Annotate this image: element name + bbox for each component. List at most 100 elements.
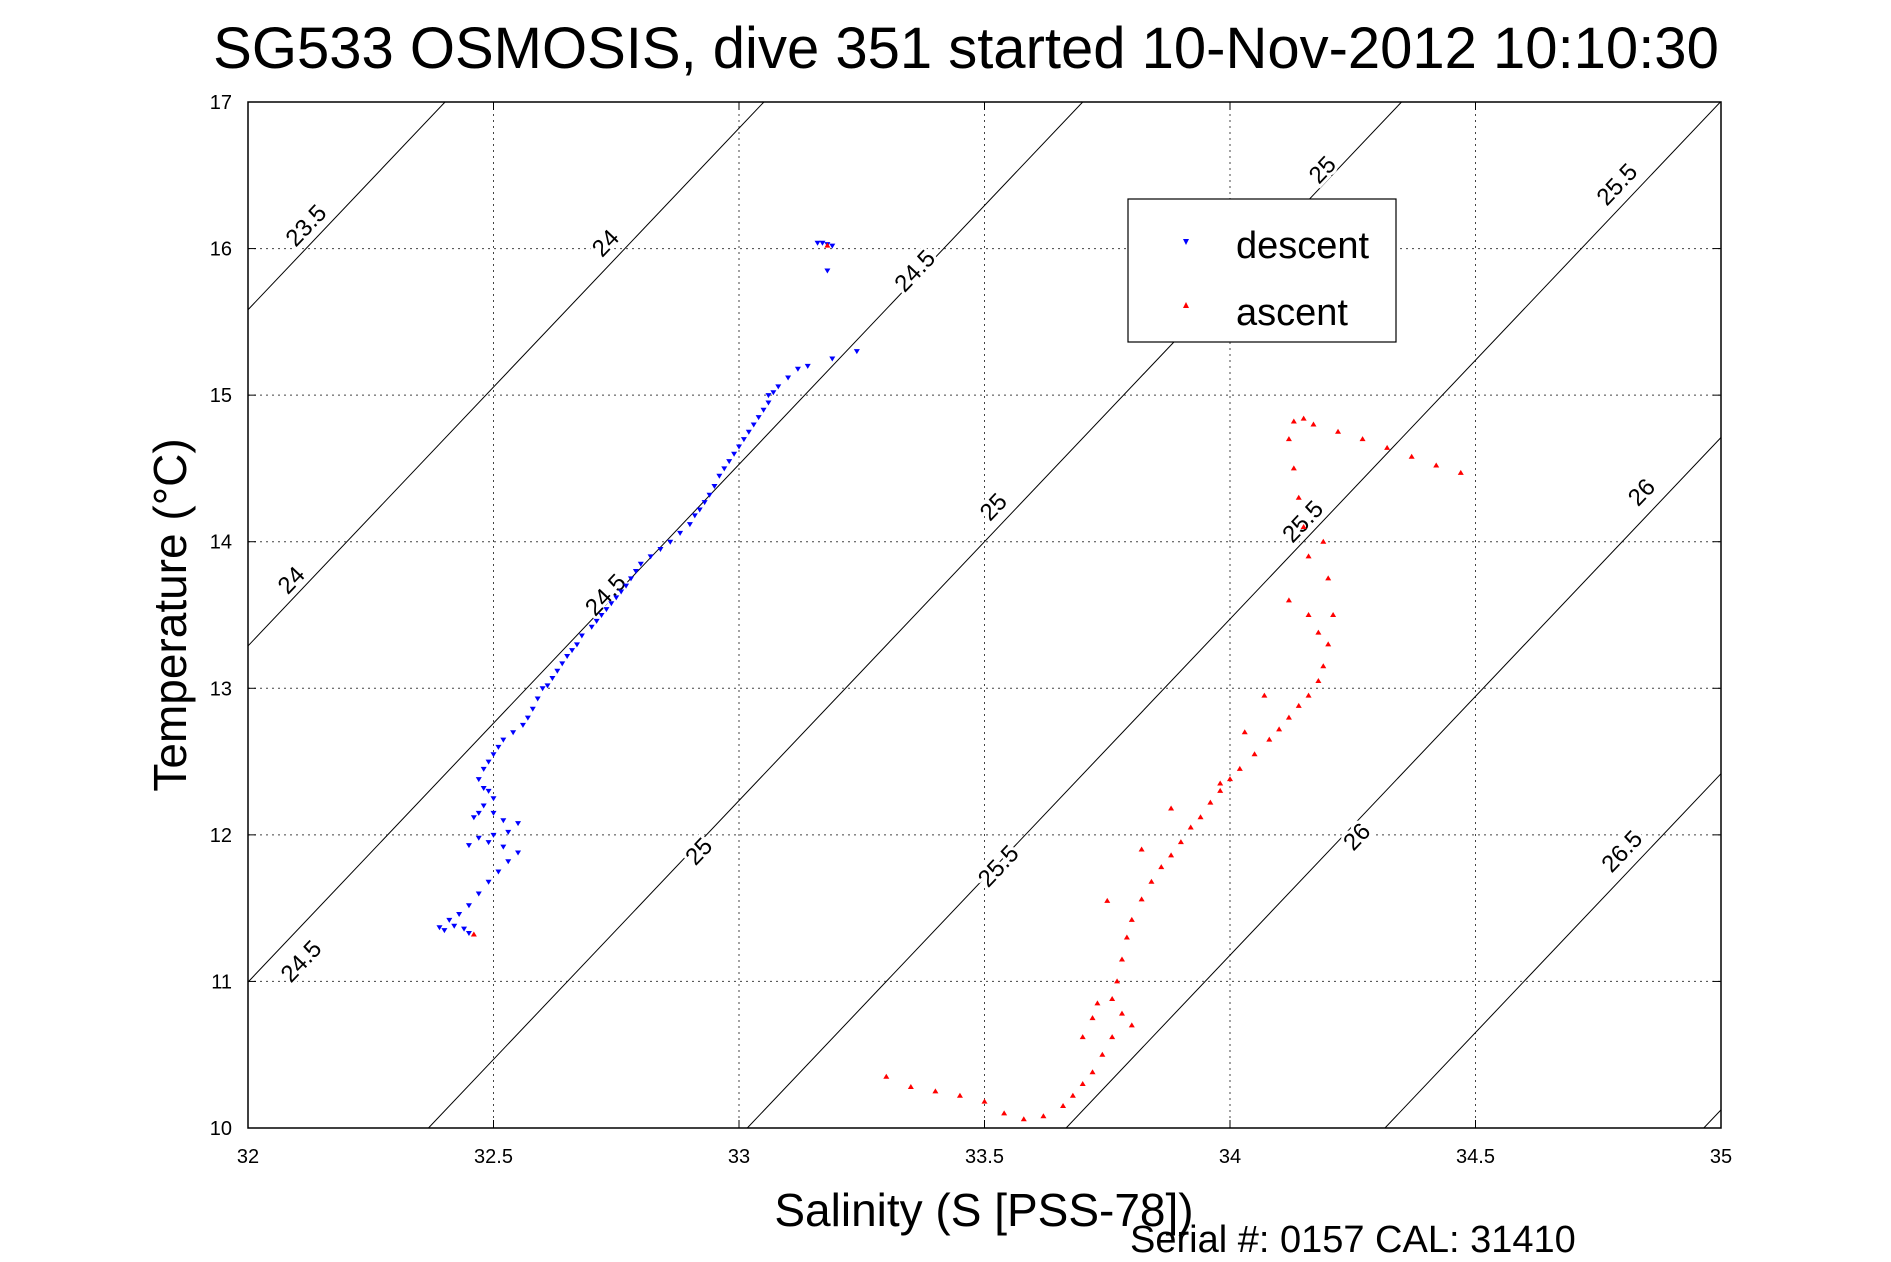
descent-point [721,466,728,472]
descent-point [740,437,747,443]
descent-point [539,686,546,692]
descent-point [475,835,482,841]
ascent-point [1197,814,1204,820]
x-tick-label: 34.5 [1456,1146,1495,1168]
y-tick-label: 15 [210,385,232,407]
descent-point [480,766,487,772]
density-contour-label: 24.5 [580,569,632,621]
density-contour-label: 25 [975,488,1013,526]
ascent-point [1295,494,1302,500]
descent-point [510,730,517,736]
density-contour-label: 25.5 [973,840,1025,892]
ascent-point [1276,726,1283,732]
descent-point [485,879,492,885]
descent-point [446,917,453,923]
ascent-point [1266,736,1273,742]
descent-point [726,459,733,465]
ascent-point [1168,805,1175,811]
descent-point [578,633,585,639]
descent-point [711,484,718,490]
ascent-point [1335,428,1342,434]
x-tick-label: 34 [1219,1146,1241,1168]
density-contours [248,102,1721,1128]
ascent-point [1118,956,1125,962]
ascent-point [1261,692,1268,698]
ascent-point [1320,538,1327,544]
descent-point [667,539,674,545]
descent-point [677,530,684,536]
ascent-point [1359,436,1366,442]
ascent-point [1408,453,1415,459]
descent-point [480,803,487,809]
x-tick-label: 33.5 [965,1146,1004,1168]
descent-point [853,349,860,355]
descent-point [456,912,463,918]
descent-point [465,931,472,937]
descent-point [785,375,792,381]
ascent-point [1020,1116,1027,1122]
density-contour-label: 26 [1623,474,1661,512]
descent-point [745,429,752,435]
ascent-point [1241,729,1248,735]
data-points [436,240,1464,1122]
legend-descent-label: descent [1236,225,1370,267]
density-contour-label: 24 [587,224,625,262]
ascent-point [932,1088,939,1094]
y-axis-ticks: 10 11 12 13 14 15 16 17 [210,92,1721,1140]
descent-point [691,513,698,519]
descent-point [451,923,458,929]
descent-point [544,683,551,689]
ascent-point [1094,1000,1101,1006]
descent-point [569,648,576,654]
ascent-point [1001,1110,1008,1116]
ascent-point [1384,444,1391,450]
ascent-point [1285,714,1292,720]
ascent-point [1457,469,1464,475]
descent-point [588,624,595,630]
descent-point [765,393,772,399]
descent-point [519,722,526,728]
descent-point [475,777,482,783]
y-tick-label: 13 [210,678,232,700]
ascent-point [956,1092,963,1098]
descent-point [529,706,536,712]
ascent-point [1109,1034,1116,1040]
descent-point [819,240,826,246]
legend: descent ascent [1127,198,1397,343]
ascent-point [1285,597,1292,603]
ascent-point [1320,663,1327,669]
descent-point [490,810,497,816]
ascent-point [1295,702,1302,708]
descent-point [465,843,472,849]
ascent-point [1305,692,1312,698]
density-contour-labels: 23.5 24 24.5 25 25.5 24 24.5 25 25.5 26 24.5 25 25.5… [270,148,1664,991]
ascent-point [1310,421,1317,427]
descent-point [765,400,772,406]
ascent-point [1325,641,1332,647]
density-contour-line [248,102,1084,983]
ascent-point [1138,896,1145,902]
descent-point [524,715,531,721]
descent-point [573,642,580,648]
ascent-point [1305,553,1312,559]
density-contour-line [1703,1109,1721,1128]
density-contour-label: 25.5 [1277,496,1329,548]
descent-point [623,583,630,589]
descent-point [804,363,811,369]
ascent-point [1251,751,1258,757]
ascent-point [1158,864,1165,870]
ascent-point [1330,612,1337,617]
ascent-point [1315,677,1322,683]
ascent-point [1148,878,1155,884]
ascent-point [1217,787,1224,793]
descent-point [613,595,620,601]
ascent-point [1168,852,1175,858]
ascent-point [1079,1034,1086,1040]
descent-point [495,869,502,875]
descent-point [470,815,477,821]
x-tick-label: 35 [1710,1146,1732,1168]
ascent-point [1227,776,1233,782]
ascent-point [1128,1022,1135,1028]
descent-point [500,818,507,824]
